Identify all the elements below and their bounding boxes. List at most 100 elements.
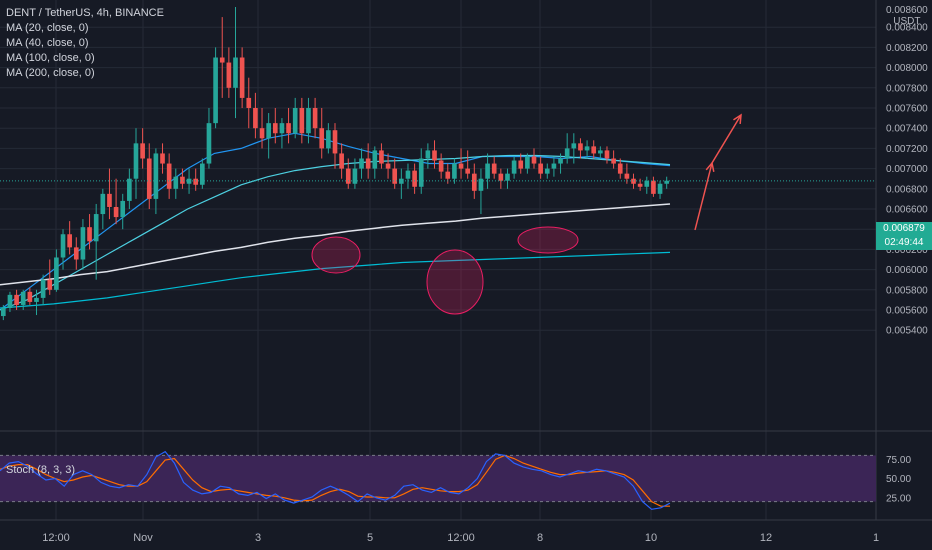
candle-body	[107, 193, 112, 207]
candle-body	[478, 178, 484, 191]
price-tick-label: 0.007600	[886, 104, 928, 115]
candle-body	[146, 158, 152, 199]
ma100-line	[0, 203, 671, 286]
candle-body	[564, 148, 570, 159]
ma40-label[interactable]: MA (40, close, 0)	[6, 37, 89, 49]
ma200-line	[0, 251, 671, 309]
candle-body	[485, 163, 490, 179]
candle-body	[253, 108, 258, 129]
candle-body	[584, 146, 590, 151]
candle-body	[352, 168, 358, 184]
time-tick-label: 10	[645, 532, 657, 544]
ma100-label[interactable]: MA (100, close, 0)	[6, 52, 95, 64]
candle-body	[412, 170, 417, 187]
candle-body	[166, 163, 172, 189]
candle-body	[544, 168, 550, 174]
time-tick-label: 12:00	[447, 532, 475, 544]
candle-body	[392, 168, 398, 184]
candle-body	[226, 62, 232, 88]
candle-body	[272, 123, 278, 134]
price-axis-header: 0.008600 USDT	[886, 5, 928, 27]
time-tick-label: 12:00	[42, 532, 70, 544]
stoch-label[interactable]: Stoch (8, 3, 3)	[6, 464, 76, 476]
price-tick-label: 0.008200	[886, 43, 928, 54]
stoch-k-line	[0, 450, 671, 510]
candle-body	[578, 143, 583, 151]
candle-body	[611, 158, 616, 164]
ma200-label[interactable]: MA (200, close, 0)	[6, 67, 95, 79]
chart-legend: DENT / TetherUS, 4h, BINANCE MA (20, clo…	[6, 6, 164, 81]
candle-body	[206, 123, 212, 164]
candle-body	[73, 247, 79, 260]
candle-body	[511, 160, 517, 174]
candle-body	[379, 150, 384, 164]
candle-body	[664, 180, 670, 184]
candle-body	[445, 171, 451, 179]
price-tick-label: 0.008400	[886, 23, 928, 34]
candle-body	[491, 163, 497, 174]
candle-body	[120, 200, 126, 218]
candle-body	[34, 297, 39, 302]
candle-body	[332, 130, 338, 154]
candle-body	[233, 57, 238, 88]
candle-body	[432, 150, 437, 161]
projection-arrow	[694, 162, 713, 231]
candle-body	[651, 180, 656, 194]
candle-body	[425, 150, 431, 159]
candle-body	[598, 150, 603, 154]
countdown-tag: 02:49:44	[876, 236, 932, 250]
candle-body	[54, 257, 59, 290]
current-price-tag: 0.006879	[876, 222, 932, 236]
price-tick-label: 0.006800	[886, 184, 928, 195]
time-tick-label: 1	[873, 532, 879, 544]
candle-body	[505, 173, 510, 181]
pattern-ellipse	[517, 226, 579, 254]
candle-body	[180, 176, 185, 184]
candle-body	[213, 57, 218, 124]
time-tick-label: 5	[367, 532, 373, 544]
candle-body	[7, 294, 13, 308]
stoch-tick-label: 25.00	[886, 493, 911, 504]
candle-body	[47, 279, 53, 290]
price-tick-label: 0.007000	[886, 164, 928, 175]
candle-body	[306, 108, 311, 134]
candle-body	[372, 150, 378, 169]
candle-body	[292, 108, 298, 134]
axis-top-partial: 0.008600	[886, 5, 928, 16]
price-tick-label: 0.006200	[886, 245, 928, 256]
candle-body	[40, 279, 46, 298]
candle-body	[14, 294, 19, 305]
candle-body	[591, 146, 597, 154]
candle-body	[140, 143, 145, 159]
pattern-ellipse	[311, 236, 361, 274]
candle-body	[239, 57, 245, 98]
candle-body	[525, 156, 530, 169]
price-tick-label: 0.006000	[886, 265, 928, 276]
ma20-label[interactable]: MA (20, close, 0)	[6, 22, 89, 34]
candle-body	[319, 128, 325, 149]
currency-label[interactable]: USDT	[893, 16, 921, 27]
candle-body	[286, 123, 291, 134]
candle-body	[538, 163, 543, 174]
candle-body	[173, 176, 179, 189]
candle-body	[657, 183, 663, 194]
candle-body	[604, 150, 610, 159]
candle-body	[200, 163, 205, 185]
candle-body	[571, 143, 577, 149]
candle-body	[113, 206, 119, 218]
candle-body	[0, 307, 6, 317]
candle-body	[27, 291, 33, 302]
candle-body	[399, 178, 404, 184]
stoch-d-line	[0, 454, 670, 507]
price-tick-label: 0.005800	[886, 285, 928, 296]
candle-body	[345, 168, 351, 184]
candle-body	[312, 108, 318, 129]
price-tick-label: 0.007200	[886, 144, 928, 155]
stoch-band	[0, 455, 876, 502]
price-tick-label: 0.008000	[886, 63, 928, 74]
candle-body	[458, 163, 464, 169]
stoch-tick-label: 50.00	[886, 474, 911, 485]
symbol-title[interactable]: DENT / TetherUS, 4h, BINANCE	[6, 7, 164, 19]
